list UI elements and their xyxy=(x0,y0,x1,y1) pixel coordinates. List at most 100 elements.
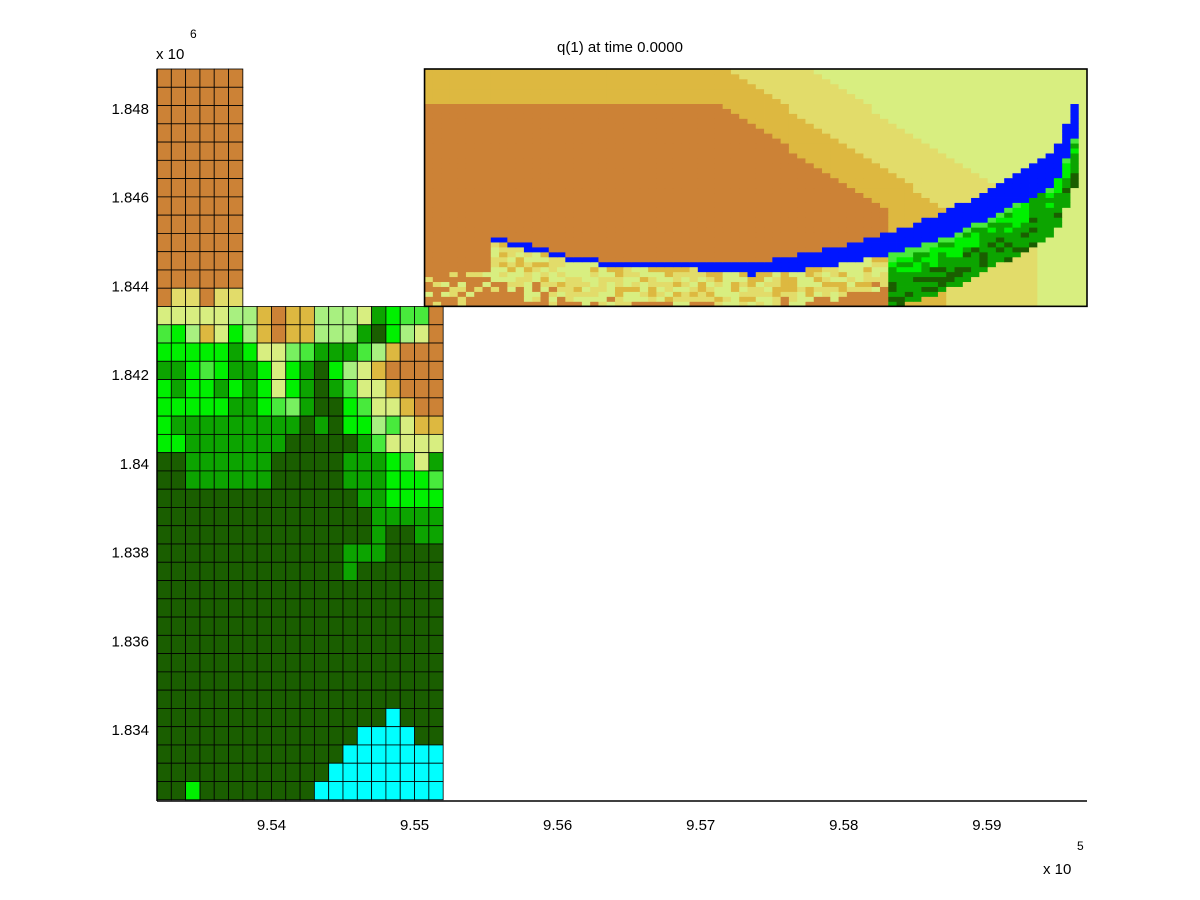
patch-cell xyxy=(1029,276,1038,283)
patch-cell xyxy=(1045,247,1055,253)
patch-cell xyxy=(672,83,682,90)
patch-cell xyxy=(598,88,608,95)
patch-cell xyxy=(507,242,517,248)
patch-cell xyxy=(797,227,806,233)
patch-cell xyxy=(482,143,492,149)
patch-cell xyxy=(540,172,550,179)
grid-cell xyxy=(371,415,387,435)
patch-cell xyxy=(432,301,442,307)
patch-cell xyxy=(888,237,897,243)
patch-cell xyxy=(838,103,848,109)
patch-cell xyxy=(615,212,624,218)
patch-cell xyxy=(515,237,525,243)
grid-cell xyxy=(228,269,244,289)
patch-cell xyxy=(747,261,757,268)
patch-cell xyxy=(1053,172,1063,179)
patch-cell xyxy=(1070,237,1080,243)
x-tick-label: 9.57 xyxy=(686,817,715,834)
grid-cell xyxy=(228,306,244,326)
patch-cell xyxy=(482,108,492,114)
patch-cell xyxy=(1012,108,1022,114)
patch-cell xyxy=(830,222,839,228)
patch-cell xyxy=(1020,108,1030,114)
patch-cell xyxy=(507,78,517,85)
patch-cell xyxy=(490,123,500,129)
patch-cell xyxy=(697,237,707,243)
patch-cell xyxy=(913,187,922,194)
patch-cell xyxy=(954,247,964,253)
patch-cell xyxy=(1012,88,1022,95)
patch-cell xyxy=(441,192,450,198)
patch-cell xyxy=(971,192,980,198)
grid-cell xyxy=(271,415,287,435)
patch-cell xyxy=(764,227,773,233)
patch-cell xyxy=(664,128,674,134)
patch-cell xyxy=(689,217,699,223)
patch-cell xyxy=(921,93,931,100)
patch-cell xyxy=(573,182,583,189)
patch-cell xyxy=(465,93,475,100)
patch-cell xyxy=(623,177,632,184)
patch-cell xyxy=(507,256,517,263)
grid-cell xyxy=(285,415,301,435)
patch-cell xyxy=(540,182,550,189)
patch-cell xyxy=(954,69,964,75)
patch-cell xyxy=(465,271,475,278)
patch-cell xyxy=(515,83,525,90)
patch-cell xyxy=(855,202,864,208)
patch-cell xyxy=(1078,143,1088,149)
patch-cell xyxy=(913,177,922,184)
grid-cell xyxy=(271,470,287,490)
patch-cell xyxy=(1078,217,1088,223)
grid-cell xyxy=(199,159,215,180)
patch-cell xyxy=(515,138,525,144)
patch-cell xyxy=(706,296,715,302)
grid-cell xyxy=(414,634,430,655)
patch-cell xyxy=(648,286,657,292)
patch-cell xyxy=(987,187,997,194)
grid-cell xyxy=(385,561,401,581)
patch-cell xyxy=(664,251,674,258)
patch-cell xyxy=(706,217,715,223)
patch-cell xyxy=(697,212,707,218)
patch-cell xyxy=(855,162,864,169)
patch-cell xyxy=(482,113,492,119)
patch-cell xyxy=(706,192,715,198)
patch-cell xyxy=(979,266,989,273)
patch-cell xyxy=(780,138,790,144)
patch-cell xyxy=(1020,227,1030,233)
grid-cell xyxy=(328,507,344,527)
patch-cell xyxy=(838,197,848,203)
grid-cell xyxy=(428,397,444,417)
patch-cell xyxy=(739,143,748,149)
patch-cell xyxy=(730,187,740,194)
patch-cell xyxy=(590,227,599,233)
patch-cell xyxy=(689,192,699,198)
patch-cell xyxy=(648,162,657,169)
grid-cell xyxy=(356,744,373,764)
patch-cell xyxy=(913,276,922,283)
patch-cell xyxy=(913,242,922,248)
patch-cell xyxy=(1062,153,1071,159)
patch-cell xyxy=(432,78,442,85)
patch-cell xyxy=(904,291,914,297)
patch-cell xyxy=(788,177,798,184)
patch-cell xyxy=(1078,266,1088,273)
patch-cell xyxy=(863,197,873,203)
patch-cell xyxy=(962,98,972,105)
grid-cell xyxy=(271,306,287,326)
patch-cell xyxy=(548,118,558,124)
patch-cell xyxy=(797,118,806,124)
patch-cell xyxy=(672,256,682,263)
patch-cell xyxy=(904,217,914,223)
patch-cell xyxy=(681,177,690,184)
patch-cell xyxy=(432,242,442,248)
patch-cell xyxy=(474,182,483,189)
patch-cell xyxy=(797,88,806,95)
patch-cell xyxy=(598,212,608,218)
patch-cell xyxy=(1062,212,1071,218)
patch-cell xyxy=(879,103,889,109)
patch-cell xyxy=(813,232,823,238)
patch-cell xyxy=(515,128,525,134)
patch-cell xyxy=(846,281,856,287)
